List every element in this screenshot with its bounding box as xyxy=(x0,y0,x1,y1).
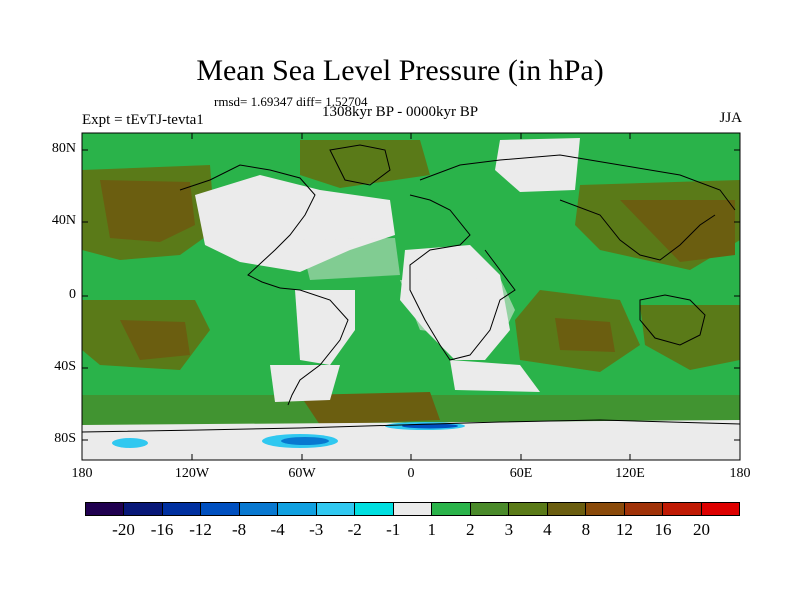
colorbar-swatch xyxy=(86,503,125,515)
field-stippled-atlantic xyxy=(300,238,400,280)
y-label-80n: 80N xyxy=(51,141,76,156)
colorbar-swatch xyxy=(470,503,510,515)
field-north-pacific-east xyxy=(620,200,735,262)
colorbar-label: -8 xyxy=(232,520,247,539)
field-indian-ocean-core xyxy=(555,318,615,352)
colorbar-swatch xyxy=(162,503,202,515)
field-antarctica-west xyxy=(82,438,180,460)
experiment-label: Expt = tEvTJ-tevta1 xyxy=(82,112,204,128)
colorbar xyxy=(85,502,740,516)
field-stippled-africa xyxy=(400,278,515,340)
pressure-field xyxy=(82,133,740,460)
colorbar-swatch xyxy=(355,503,394,515)
y-label-eq: 0 xyxy=(69,287,76,302)
colorbar-label: 4 xyxy=(543,520,552,539)
colorbar-label: -20 xyxy=(112,520,135,539)
x-label-0: 0 xyxy=(407,466,415,481)
x-label-120w: 120W xyxy=(174,466,210,481)
field-antarctica xyxy=(82,420,740,460)
field-south-atlantic-west xyxy=(270,365,340,402)
x-label-60e: 60E xyxy=(509,466,533,481)
colorbar-label: -12 xyxy=(189,520,212,539)
plot-title: Mean Sea Level Pressure (in hPa) xyxy=(196,54,604,87)
field-australia-south xyxy=(640,305,740,370)
period-label: 1308kyr BP - 0000kyr BP xyxy=(321,104,479,120)
colorbar-swatch xyxy=(624,503,664,515)
y-label-80s: 80S xyxy=(54,431,76,446)
colorbar-swatch xyxy=(663,503,702,515)
colorbar-swatch xyxy=(509,503,548,515)
colorbar-swatch xyxy=(239,503,279,515)
colorbar-label: 16 xyxy=(654,520,672,539)
x-label-60w: 60W xyxy=(288,466,316,481)
x-label-180e: 180 xyxy=(729,466,751,481)
season-label: JJA xyxy=(719,110,742,126)
colorbar-label: 20 xyxy=(692,520,710,539)
field-south-america xyxy=(295,290,355,365)
field-north-america xyxy=(195,175,395,272)
colorbar-swatch xyxy=(201,503,240,515)
field-ross-low xyxy=(112,438,148,448)
field-weddell-core xyxy=(281,437,329,445)
stats-label: rmsd= 1.69347 diff= 1.52704 xyxy=(214,94,368,109)
axis-ticks xyxy=(82,133,740,460)
field-south-africa-ocean xyxy=(450,360,540,392)
colorbar-label: -3 xyxy=(309,520,324,539)
colorbar-swatch xyxy=(586,503,625,515)
x-label-120e: 120E xyxy=(615,466,645,481)
colorbar-swatch xyxy=(432,503,471,515)
field-arctic-atlantic xyxy=(300,140,430,188)
colorbar-swatch xyxy=(316,503,356,515)
coastlines xyxy=(82,144,740,433)
colorbar-label: 1 xyxy=(427,520,437,539)
colorbar-label: 8 xyxy=(581,520,591,539)
x-label-180w: 180 xyxy=(71,466,93,481)
y-label-40s: 40S xyxy=(54,359,76,374)
colorbar-label: 12 xyxy=(615,520,633,539)
colorbar-label: 2 xyxy=(466,520,475,539)
field-south-atlantic-core xyxy=(300,392,440,425)
field-north-pacific-core xyxy=(100,180,195,242)
colorbar-swatch xyxy=(547,503,587,515)
y-label-40n: 40N xyxy=(51,213,76,228)
colorbar-swatch xyxy=(701,503,739,515)
field-south-pacific-core xyxy=(120,320,190,360)
colorbar-label: -16 xyxy=(150,520,174,539)
colorbar-swatch xyxy=(393,503,433,515)
field-arctic-siberia xyxy=(495,138,580,192)
colorbar-swatch xyxy=(278,503,317,515)
colorbar-label: -1 xyxy=(386,520,401,539)
colorbar-swatch xyxy=(124,503,163,515)
colorbar-label: -4 xyxy=(270,520,285,539)
colorbar-label: 3 xyxy=(504,520,514,539)
colorbar-label: -2 xyxy=(347,520,362,539)
